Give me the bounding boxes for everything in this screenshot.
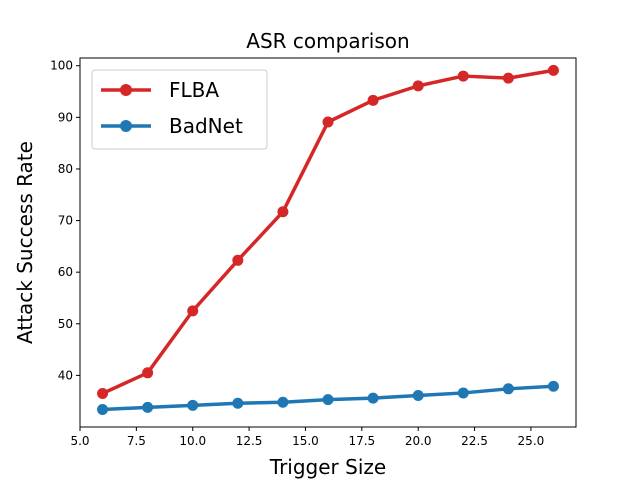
x-tick-label: 17.5 <box>348 434 375 448</box>
x-tick-label: 25.0 <box>518 434 545 448</box>
badnet-data-point <box>367 392 379 404</box>
y-tick-label: 80 <box>58 162 73 176</box>
x-tick-label: 5.0 <box>70 434 89 448</box>
flba-data-point <box>232 254 244 266</box>
flba-data-point <box>367 94 379 106</box>
flba-data-point <box>457 70 469 82</box>
legend-flba-marker <box>120 84 132 96</box>
flba-data-point <box>322 116 334 128</box>
flba-data-point <box>412 80 424 92</box>
badnet-data-point <box>277 396 289 408</box>
x-tick-label: 7.5 <box>127 434 146 448</box>
badnet-data-point <box>322 394 334 406</box>
badnet-data-point <box>502 383 514 395</box>
badnet-data-point <box>232 397 244 409</box>
y-axis-label: Attack Success Rate <box>13 141 37 344</box>
legend-flba-label: FLBA <box>169 78 219 102</box>
x-axis-ticks: 5.0 7.5 10.0 12.5 15.0 17.5 20.0 22.5 25.0 <box>70 427 544 448</box>
flba-data-point <box>142 367 154 379</box>
x-axis-label: Trigger Size <box>269 455 386 479</box>
legend: FLBA BadNet <box>91 69 268 150</box>
flba-data-point <box>502 72 514 84</box>
badnet-data-point <box>97 403 109 415</box>
y-tick-label: 50 <box>58 317 73 331</box>
flba-data-point <box>547 64 559 76</box>
y-tick-label: 40 <box>58 368 73 382</box>
badnet-data-point <box>547 380 559 392</box>
x-tick-label: 20.0 <box>405 434 432 448</box>
flba-data-point <box>187 305 199 317</box>
y-tick-label: 90 <box>58 110 73 124</box>
x-tick-label: 12.5 <box>236 434 263 448</box>
y-tick-label: 70 <box>58 214 73 228</box>
flba-data-point <box>277 206 289 218</box>
series-layer <box>97 64 559 415</box>
badnet-data-point <box>187 399 199 411</box>
y-axis-ticks: 40 50 60 70 80 90 100 <box>50 59 80 382</box>
legend-items: FLBA BadNet <box>101 78 243 138</box>
plot-frame <box>79 57 577 428</box>
flba-data-point <box>97 387 109 399</box>
badnet-data-point <box>412 390 424 402</box>
x-tick-label: 22.5 <box>461 434 488 448</box>
y-tick-label: 100 <box>50 59 73 73</box>
x-tick-label: 10.0 <box>179 434 206 448</box>
legend-badnet-label: BadNet <box>169 114 243 138</box>
chart-title: ASR comparison <box>246 29 409 53</box>
badnet-data-point <box>457 387 469 399</box>
legend-badnet-marker <box>120 120 132 132</box>
y-tick-label: 60 <box>58 265 73 279</box>
x-tick-label: 15.0 <box>292 434 319 448</box>
badnet-data-point <box>142 401 154 413</box>
